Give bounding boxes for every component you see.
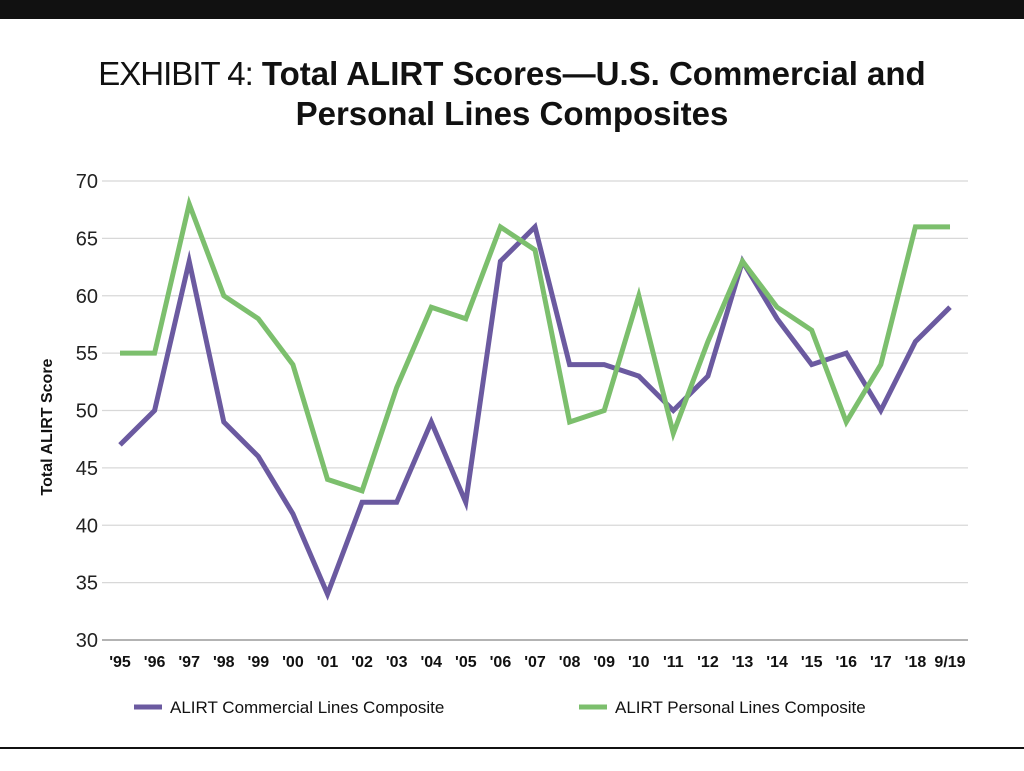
x-tick-label: '99 xyxy=(248,654,270,671)
x-tick-label: '15 xyxy=(801,654,823,671)
y-tick-label: 65 xyxy=(76,228,98,250)
x-tick-label: '16 xyxy=(835,654,857,671)
x-tick-label: '97 xyxy=(178,654,200,671)
x-tick-label: '03 xyxy=(386,654,408,671)
legend: ALIRT Commercial Lines Composite ALIRT Pe… xyxy=(134,698,866,717)
y-tick-label: 50 xyxy=(76,401,98,423)
x-axis-ticks: '95 '96 '97 '98 '99 '00 '01 '02 '03 '04 '05 '06 '07 '… xyxy=(109,654,965,671)
bottom-rule xyxy=(0,747,1024,749)
legend-label: ALIRT Personal Lines Composite xyxy=(615,698,866,717)
x-tick-label: '00 xyxy=(282,654,304,671)
x-tick-label: '95 xyxy=(109,654,131,671)
series-layer xyxy=(118,195,952,601)
x-tick-label: '04 xyxy=(420,654,442,671)
top-bar xyxy=(0,0,1024,19)
y-tick-label: 70 xyxy=(76,171,98,193)
x-tick-label: '12 xyxy=(697,654,719,671)
x-tick-label: '01 xyxy=(317,654,339,671)
y-tick-label: 35 xyxy=(76,573,98,595)
title-main-line1: Total ALIRT Scores—U.S. Commercial and xyxy=(261,55,926,92)
x-tick-label: '08 xyxy=(559,654,581,671)
x-tick-label: '02 xyxy=(351,654,373,671)
series-line-personal xyxy=(120,195,950,494)
chart-title: EXHIBIT 4: Total ALIRT Scores—U.S. Comme… xyxy=(0,54,1024,134)
x-tick-label: '17 xyxy=(870,654,892,671)
title-line-1: EXHIBIT 4: Total ALIRT Scores—U.S. Comme… xyxy=(0,54,1024,94)
title-prefix: EXHIBIT 4: xyxy=(98,55,253,92)
y-axis-label: Total ALIRT Score xyxy=(39,358,56,495)
y-tick-label: 30 xyxy=(76,630,98,652)
x-tick-label: '13 xyxy=(732,654,754,671)
x-tick-label: '07 xyxy=(524,654,546,671)
y-tick-label: 45 xyxy=(76,458,98,480)
x-tick-label: '09 xyxy=(593,654,615,671)
y-tick-label: 55 xyxy=(76,343,98,365)
x-tick-label: '11 xyxy=(663,654,684,671)
x-tick-label: 9/19 xyxy=(934,654,965,671)
y-axis-ticks: 30 35 40 45 50 55 60 65 70 xyxy=(76,171,98,652)
y-tick-label: 40 xyxy=(76,515,98,537)
y-tick-label: 60 xyxy=(76,286,98,308)
x-tick-label: '96 xyxy=(144,654,166,671)
x-tick-label: '98 xyxy=(213,654,235,671)
x-tick-label: '18 xyxy=(905,654,927,671)
x-tick-label: '10 xyxy=(628,654,650,671)
grid-layer xyxy=(102,180,968,641)
title-line-2: Personal Lines Composites xyxy=(295,95,729,132)
x-tick-label: '06 xyxy=(490,654,512,671)
x-tick-label: '05 xyxy=(455,654,477,671)
legend-label: ALIRT Commercial Lines Composite xyxy=(170,698,444,717)
x-tick-label: '14 xyxy=(766,654,788,671)
